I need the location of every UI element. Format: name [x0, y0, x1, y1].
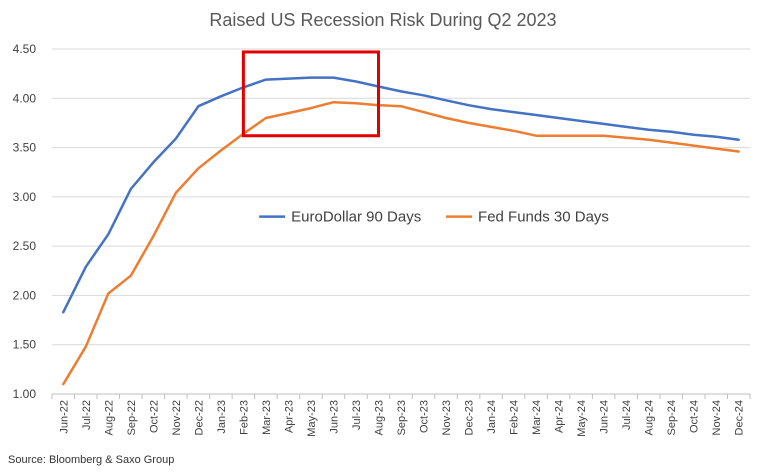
x-tick-label: Nov-23: [441, 400, 453, 435]
x-tick-label: May-23: [306, 400, 318, 437]
y-tick-label: 1.50: [13, 338, 37, 352]
series-line-0: [62, 76, 740, 314]
x-tick-label: Jun-22: [58, 400, 70, 434]
y-axis-labels: 1.00 1.50 2.00 2.50 3.00 3.50 4.00 4.50: [13, 42, 37, 401]
x-tick-label: Jan-23: [216, 400, 228, 434]
x-tick-label: Dec-23: [464, 400, 476, 435]
y-tick-label: 4.50: [13, 42, 37, 56]
y-tick-label: 3.00: [13, 190, 37, 204]
x-tick-label: Sep-24: [666, 400, 678, 435]
y-tick-label: 1.00: [13, 387, 37, 401]
x-tick-label: Jan-24: [486, 400, 498, 434]
x-tick-label: Aug-24: [644, 400, 656, 435]
x-tick-label: Jun-23: [328, 400, 340, 434]
highlight-box: [241, 50, 380, 138]
x-tick-label: Oct-22: [148, 400, 160, 433]
x-tick-label: Nov-22: [171, 400, 183, 435]
x-tick-label: Aug-22: [103, 400, 115, 435]
x-tick-label: Dec-24: [734, 400, 746, 435]
legend: EuroDollar 90 Days Fed Funds 30 Days: [259, 209, 609, 226]
x-tick-label: Oct-23: [419, 400, 431, 433]
source-note: Source: Bloomberg & Saxo Group: [8, 454, 175, 466]
y-tick-label: 4.00: [13, 91, 37, 105]
x-tick-label: Nov-24: [711, 400, 723, 435]
x-tick-label: Sep-22: [126, 400, 138, 435]
x-tick-label: Feb-23: [238, 400, 250, 435]
x-tick-label: Jul-23: [351, 400, 363, 430]
x-tick-label: Jun-24: [599, 400, 611, 434]
x-axis: Jun-22 Jul-22 Aug-22 Sep-22 Oct-22 Nov-22 Dec-…: [51, 393, 751, 437]
x-tick-label: Oct-24: [689, 400, 701, 433]
series-line-1: [62, 100, 740, 386]
x-tick-label: Apr-23: [283, 400, 295, 433]
x-tick-label: Mar-23: [261, 400, 273, 435]
x-tick-label: Jul-24: [621, 400, 633, 430]
y-tick-label: 3.50: [13, 141, 37, 155]
y-tick-label: 2.50: [13, 239, 37, 253]
x-tick-label: Mar-24: [531, 400, 543, 435]
x-tick-label: Aug-23: [373, 400, 385, 435]
annotations: [241, 50, 380, 138]
legend-label-fed-funds: Fed Funds 30 Days: [478, 209, 609, 226]
x-tick-label: Feb-24: [509, 400, 521, 435]
x-tick-label: Sep-23: [396, 400, 408, 435]
x-tick-label: Jul-22: [81, 400, 93, 430]
chart-title: Raised US Recession Risk During Q2 2023: [209, 10, 556, 30]
x-tick-label: Apr-24: [554, 400, 566, 433]
series-lines: [62, 76, 740, 386]
y-tick-label: 2.00: [13, 288, 37, 302]
legend-label-eurodollar: EuroDollar 90 Days: [291, 209, 421, 226]
x-tick-label: May-24: [576, 400, 588, 437]
x-tick-label: Dec-22: [193, 400, 205, 435]
